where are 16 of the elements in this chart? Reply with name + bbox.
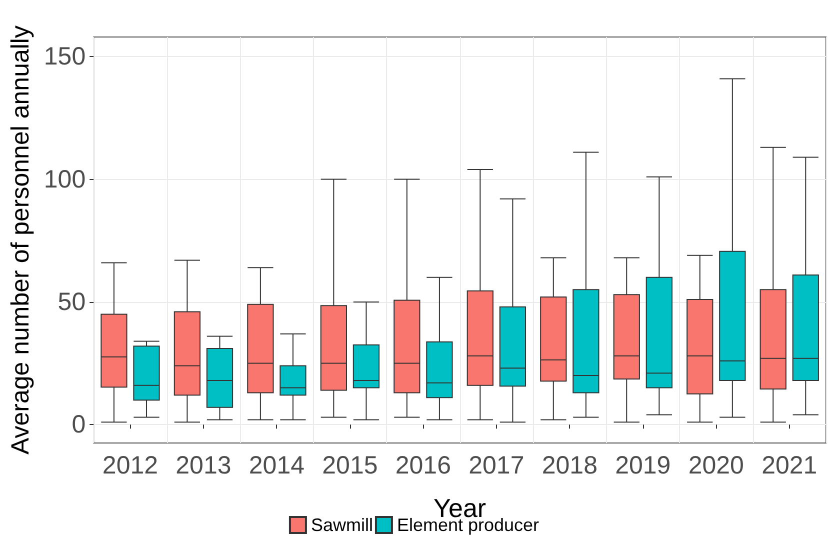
x-tick-label: 2021 (762, 452, 818, 480)
y-tick-label: 0 (72, 410, 86, 439)
y-tick-label: 150 (44, 42, 86, 71)
x-tick-label: 2013 (176, 452, 232, 480)
x-tick-label: 2016 (395, 452, 451, 480)
x-tick-label: 2017 (468, 452, 524, 480)
legend-label: Sawmill (310, 515, 373, 535)
x-tick-label: 2020 (688, 452, 744, 480)
x-tick-label: 2015 (322, 452, 378, 480)
y-tick-label: 100 (44, 165, 86, 194)
x-tick-label: 2012 (102, 452, 158, 480)
x-tick-label: 2018 (542, 452, 598, 480)
x-tick-label: 2014 (248, 452, 305, 480)
y-tick-label: 50 (58, 288, 86, 316)
x-tick-label: 2019 (615, 452, 671, 480)
y-axis-title: Average number of personnel annually (6, 25, 34, 454)
